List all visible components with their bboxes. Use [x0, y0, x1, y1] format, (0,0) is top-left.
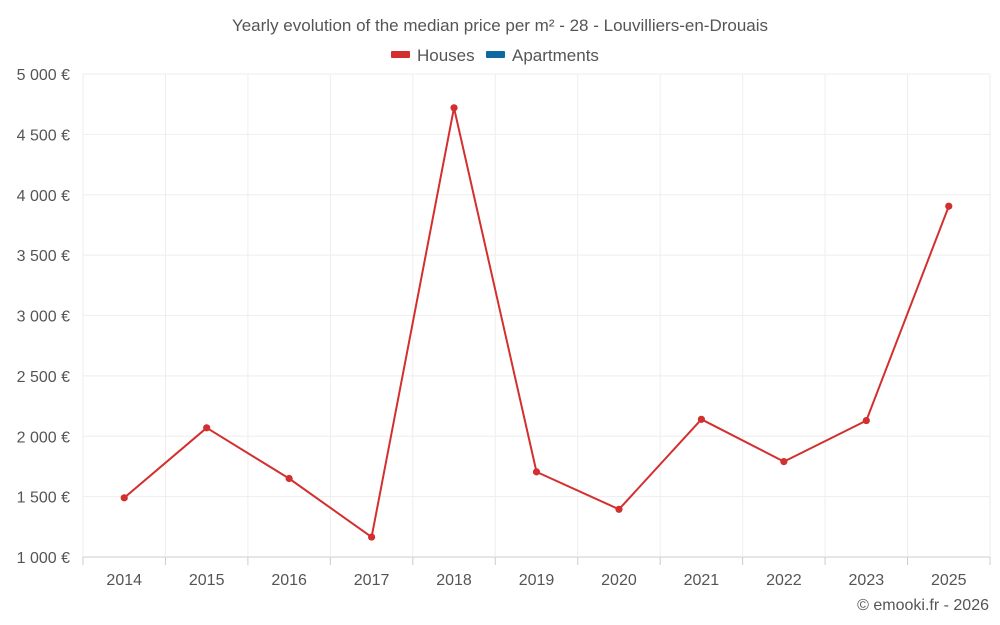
y-tick-label: 5 000 €: [17, 67, 70, 84]
data-point-houses-2016[interactable]: [285, 474, 293, 483]
legend-swatch-houses: [391, 51, 410, 58]
y-tick-label: 1 500 €: [17, 490, 70, 507]
x-tick-label: 2014: [106, 572, 142, 589]
legend-swatch-apartments: [486, 51, 505, 58]
legend: Houses Apartments: [391, 46, 599, 65]
legend-item-houses[interactable]: Houses: [391, 46, 475, 65]
data-point-houses-2019[interactable]: [532, 468, 541, 476]
y-tick-label: 4 500 €: [17, 127, 70, 144]
chart-title: Yearly evolution of the median price per…: [232, 16, 768, 35]
x-tick-label: 2015: [189, 572, 225, 589]
y-tick-label: 2 500 €: [17, 369, 70, 386]
data-point-houses-2018[interactable]: [450, 104, 458, 112]
data-point-houses-2023[interactable]: [862, 416, 870, 425]
series-houses: [120, 104, 953, 541]
data-point-houses-2015[interactable]: [203, 424, 211, 432]
data-point-houses-2020[interactable]: [615, 505, 623, 513]
x-tick-label: 2022: [766, 572, 802, 589]
x-tick-label: 2025: [931, 572, 967, 589]
x-tick-label: 2021: [684, 572, 720, 589]
y-tick-label: 4 000 €: [17, 188, 70, 205]
y-tick-label: 3 500 €: [17, 248, 70, 265]
legend-label-houses: Houses: [417, 46, 475, 65]
legend-item-apartments[interactable]: Apartments: [486, 46, 599, 65]
data-point-houses-2017[interactable]: [367, 533, 376, 541]
x-axis: 2014 2015 2016 2017 2018 2019 2020 2021 2022 2023…: [82, 557, 991, 589]
data-point-houses-2014[interactable]: [120, 494, 128, 502]
legend-label-apartments: Apartments: [512, 46, 599, 65]
y-axis: 1 000 € 1 500 € 2 000 € 2 500 € 3 000 € 3 500…: [17, 67, 70, 567]
x-tick-label: 2019: [519, 572, 555, 589]
grid: [82, 73, 991, 558]
credit-text: © emooki.fr - 2026: [857, 597, 989, 614]
data-point-houses-2021[interactable]: [697, 415, 706, 423]
x-tick-label: 2023: [849, 572, 885, 589]
x-tick-label: 2016: [271, 572, 307, 589]
data-point-houses-2022[interactable]: [780, 458, 788, 466]
x-tick-label: 2018: [436, 572, 472, 589]
x-tick-label: 2017: [354, 572, 390, 589]
y-tick-label: 1 000 €: [17, 550, 70, 567]
x-tick-label: 2020: [601, 572, 637, 589]
y-tick-label: 3 000 €: [17, 309, 70, 326]
y-tick-label: 2 000 €: [17, 429, 70, 446]
data-point-houses-2025[interactable]: [945, 202, 953, 210]
